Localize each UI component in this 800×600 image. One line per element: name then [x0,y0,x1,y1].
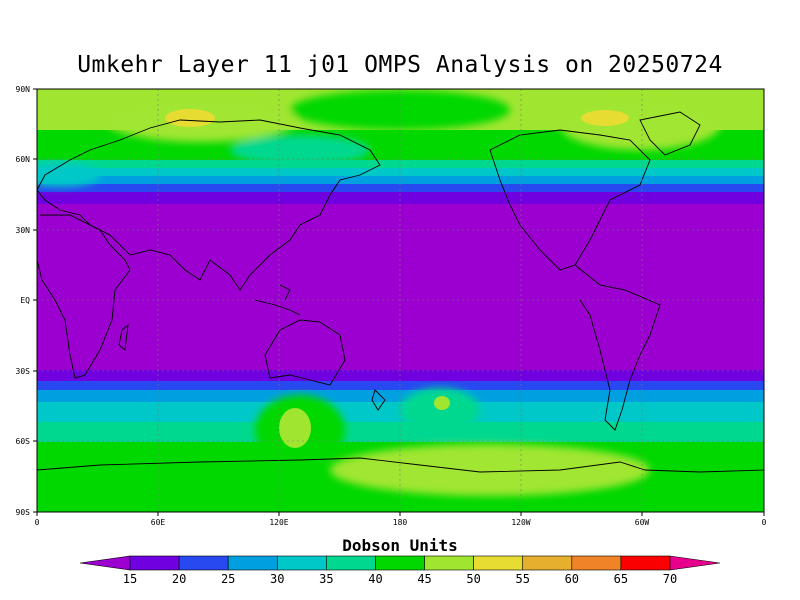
colorbar-swatch [473,555,524,571]
colorbar-swatch [129,555,180,571]
lon-label-180: 180 [393,518,408,527]
lat-label-30n: 30N [16,226,31,235]
colorbar-swatch [522,555,573,571]
colorbar-tick-label: 40 [368,572,382,586]
colorbar-tick-label: 50 [466,572,480,586]
colorbar: 15 20 25 30 35 40 45 50 55 60 65 70 [79,555,721,586]
colorbar-title: Dobson Units [342,536,458,555]
colorbar-tick-label: 70 [663,572,677,586]
lon-label-120e: 120E [269,518,288,527]
colorbar-swatch [375,555,425,571]
lat-label-30s: 30S [16,367,31,376]
colorbar-tick-label: 35 [319,572,333,586]
lat-label-60s: 60S [16,437,31,446]
colorbar-tick-label: 15 [123,572,137,586]
lat-label-60n: 60N [16,155,31,164]
lon-label-0-west: 0 [35,518,40,527]
siberia-maximum [165,109,215,127]
lat-label-90s: 90S [16,508,31,517]
lon-label-60e: 60E [151,518,166,527]
colorbar-tick-label: 45 [417,572,431,586]
lon-label-60w: 60W [635,518,650,527]
lat-label-90n: 90N [16,85,31,94]
graticule [37,89,764,512]
colorbar-swatch [276,555,327,571]
lon-label-120w: 120W [511,518,530,527]
colorbar-swatch [326,555,376,571]
lat-label-eq: EQ [20,296,30,305]
arctic-maximum [581,110,629,126]
colorbar-tick-label: 55 [516,572,530,586]
colorbar-tick-label: 20 [172,572,186,586]
colorbar-tick-label: 60 [565,572,579,586]
map-title: Umkehr Layer 11 j01 OMPS Analysis on 202… [77,52,723,78]
colorbar-swatch [424,555,474,571]
lon-label-0-east: 0 [762,518,767,527]
ozone-field [37,89,764,512]
colorbar-high-arrow [669,555,721,571]
colorbar-tick-label: 25 [221,572,235,586]
colorbar-tick-label: 65 [614,572,628,586]
colorbar-swatch [178,555,229,571]
colorbar-swatch [620,555,671,571]
coastlines [37,111,764,473]
colorbar-low-arrow [79,555,131,571]
colorbar-swatch [227,555,278,571]
colorbar-swatch [571,555,622,571]
colorbar-tick-label: 30 [270,572,284,586]
